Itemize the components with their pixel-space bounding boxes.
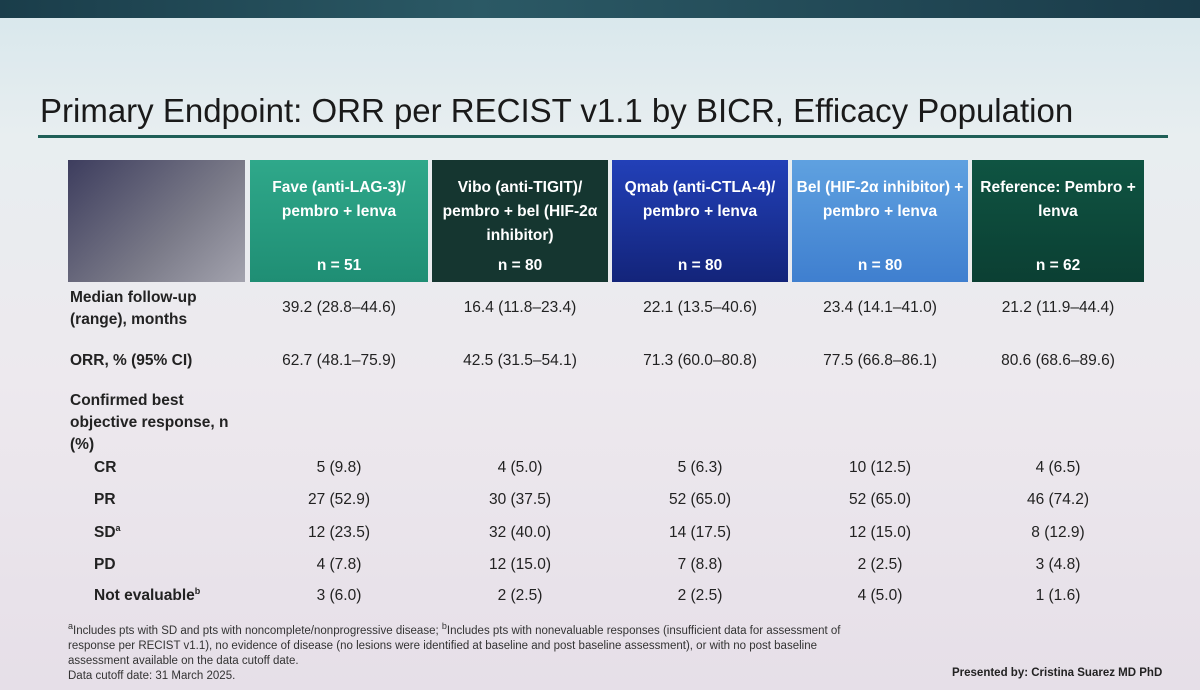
header-label: Reference: Pembro + lenva [980, 179, 1136, 220]
title-underline [38, 135, 1168, 138]
table-cell: 39.2 (28.8–44.6) [282, 299, 396, 316]
table-cell: 10 (12.5) [848, 459, 912, 476]
row-label-orr: ORR, % (95% CI) [70, 352, 193, 369]
presenter-credit: Presented by: Cristina Suarez MD PhD [952, 667, 1163, 679]
table-cell: 12 (15.0) [488, 556, 552, 573]
header-bel: Bel (HIF-2α inhibitor) + pembro + lenva … [792, 160, 968, 282]
header-n: n = 80 [677, 257, 723, 274]
table-cell: 8 (12.9) [1031, 524, 1085, 541]
table-cell: 5 (6.3) [677, 459, 723, 476]
header-label: Qmab (anti-CTLA-4)/ pembro + lenva [624, 179, 776, 220]
row-label-cr: CR [94, 459, 117, 476]
table-cell: 4 (5.0) [497, 459, 543, 476]
footnotes: aIncludes pts with SD and pts with nonco… [68, 621, 868, 684]
footnote-marker: b [194, 585, 201, 596]
header-reference: Reference: Pembro + lenva n = 62 [972, 160, 1144, 282]
table-cell: 77.5 (66.8–86.1) [823, 352, 937, 369]
row-label-text: Not evaluable [94, 587, 195, 604]
table-cell: 3 (6.0) [316, 587, 362, 604]
table-cell: 27 (52.9) [307, 491, 371, 508]
footnote-marker: b [441, 621, 447, 632]
table-cell: 3 (4.8) [1035, 556, 1081, 573]
table-cell: 30 (37.5) [488, 491, 552, 508]
table-cell: 22.1 (13.5–40.6) [643, 299, 757, 316]
header-qmab: Qmab (anti-CTLA-4)/ pembro + lenva n = 8… [612, 160, 788, 282]
header-label: Vibo (anti-TIGIT)/ pembro + bel (HIF-2α … [442, 179, 598, 244]
table-cell: 4 (6.5) [1035, 459, 1081, 476]
header-vibo: Vibo (anti-TIGIT)/ pembro + bel (HIF-2α … [432, 160, 608, 282]
slide-title: Primary Endpoint: ORR per RECIST v1.1 by… [40, 92, 1074, 129]
table-cell: 2 (2.5) [677, 587, 723, 604]
table-cell: 80.6 (68.6–89.6) [1001, 352, 1115, 369]
table-cell: 5 (9.8) [316, 459, 362, 476]
table-cell: 16.4 (11.8–23.4) [463, 299, 577, 316]
table-cell: 23.4 (14.1–41.0) [823, 299, 937, 316]
row-label-sd: SDa [94, 522, 121, 544]
row-label-median-follow-up: Median follow-up (range), months [70, 289, 197, 328]
table-cell: 4 (5.0) [857, 587, 903, 604]
row-label-pr: PR [94, 491, 116, 508]
slide-top-bar [0, 0, 1200, 18]
table-cell: 52 (65.0) [848, 491, 912, 508]
table-cell: 21.2 (11.9–44.4) [1001, 299, 1115, 316]
footnote-marker: a [68, 621, 74, 632]
table-cell: 12 (23.5) [307, 524, 371, 541]
footnote-marker: a [115, 522, 121, 533]
table-cell: 62.7 (48.1–75.9) [282, 352, 396, 369]
table-cell: 4 (7.8) [316, 556, 362, 573]
row-label-text: SD [94, 524, 116, 541]
row-label-best-response: Confirmed best objective response, n (%) [70, 392, 229, 453]
table-cell: 14 (17.5) [668, 524, 732, 541]
header-n: n = 80 [497, 257, 543, 274]
table-cell: 42.5 (31.5–54.1) [463, 352, 577, 369]
header-label: Bel (HIF-2α inhibitor) + pembro + lenva [796, 179, 964, 220]
table-cell: 2 (2.5) [497, 587, 543, 604]
header-label: Fave (anti-LAG-3)/ pembro + lenva [272, 179, 406, 220]
table-cell: 71.3 (60.0–80.8) [643, 352, 757, 369]
table-cell: 2 (2.5) [857, 556, 903, 573]
table-cell: 12 (15.0) [848, 524, 912, 541]
row-label-pd: PD [94, 556, 116, 573]
footnote-b: Includes pts with nonevaluable responses… [68, 625, 841, 667]
table-cell: 52 (65.0) [668, 491, 732, 508]
data-cutoff: Data cutoff date: 31 March 2025. [68, 670, 236, 682]
table-cell: 32 (40.0) [488, 524, 552, 541]
table-cell: 46 (74.2) [1026, 491, 1090, 508]
header-n: n = 51 [316, 257, 362, 274]
header-n: n = 62 [1035, 257, 1081, 274]
header-blank-cell [68, 160, 245, 282]
row-label-ne: Not evaluableb [94, 585, 200, 607]
header-fave: Fave (anti-LAG-3)/ pembro + lenva n = 51 [250, 160, 428, 282]
header-n: n = 80 [857, 257, 903, 274]
table-cell: 7 (8.8) [677, 556, 723, 573]
table-cell: 1 (1.6) [1035, 587, 1081, 604]
footnote-a: Includes pts with SD and pts with noncom… [73, 625, 442, 637]
